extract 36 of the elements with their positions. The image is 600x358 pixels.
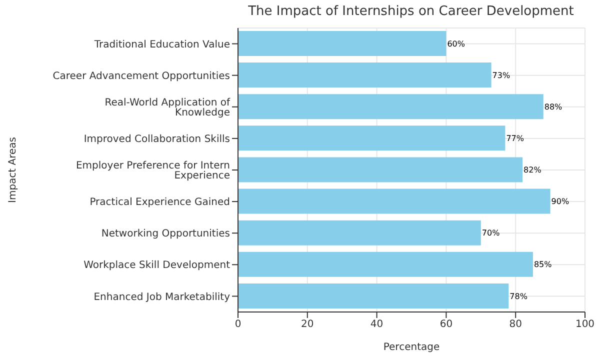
y-tick-label: Real-World Application of Knowledge [104, 97, 230, 118]
y-tick-label: Workplace Skill Development [84, 260, 230, 272]
bar [238, 94, 544, 120]
y-tick-label: Career Advancement Opportunities [52, 70, 230, 82]
x-tick-label: 20 [301, 319, 314, 330]
data-label: 73% [492, 70, 510, 80]
bar [238, 31, 446, 56]
bar [238, 157, 523, 182]
bar [238, 283, 509, 308]
bar [238, 126, 506, 151]
x-tick-label: 60 [440, 319, 453, 330]
x-tick-label: 40 [370, 319, 384, 330]
data-label: 85% [534, 260, 552, 270]
y-tick-label: Improved Collaboration Skills [84, 134, 230, 145]
bar [238, 252, 533, 277]
bar [238, 220, 481, 246]
y-tick-label: Enhanced Job Marketability [94, 292, 230, 303]
x-tick-label: 80 [509, 319, 522, 330]
y-tick-label: Traditional Education Value [93, 39, 230, 50]
data-label: 88% [544, 102, 563, 112]
data-label: 70% [482, 228, 500, 238]
data-label: 78% [510, 292, 528, 301]
y-tick-label: Employer Preference for Intern Experience [76, 160, 230, 182]
x-tick-label: 100 [575, 319, 595, 330]
bar [238, 188, 550, 214]
chart-title: The Impact of Internships on Career Development [247, 4, 575, 19]
x-tick-label: 0 [234, 319, 242, 330]
y-tick-label: Networking Opportunities [101, 228, 230, 240]
y-tick-label: Practical Experience Gained [90, 197, 230, 208]
data-label: 77% [506, 134, 524, 144]
x-axis-title: Percentage [383, 342, 440, 353]
y-axis-title: Impact Areas [8, 137, 19, 203]
data-label: 82% [524, 166, 542, 175]
data-label: 60% [447, 39, 466, 48]
bar [238, 62, 492, 88]
data-label: 90% [551, 197, 570, 206]
